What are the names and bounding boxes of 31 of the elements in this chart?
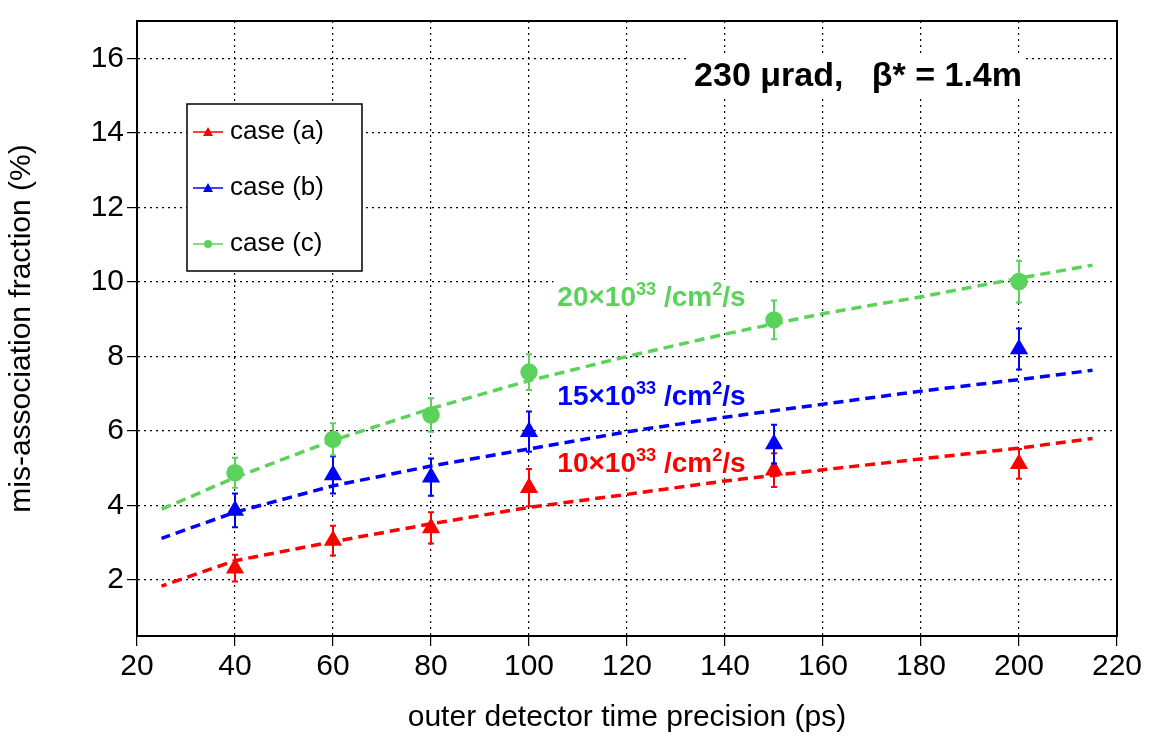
line-series [159, 436, 1095, 588]
x-tick-label: 140 [699, 648, 751, 682]
point [325, 531, 341, 546]
point [227, 501, 243, 516]
y-tick-label: 4 [107, 486, 124, 520]
legend-label: case (b) [230, 171, 324, 202]
x-tick-label: 180 [895, 648, 947, 682]
x-tick-label: 20 [120, 648, 154, 682]
x-tick-label: 40 [218, 648, 252, 682]
y-tick-label: 2 [107, 561, 124, 595]
x-axis-title: outer detector time precision (ps) [407, 699, 847, 733]
line-series [159, 263, 1095, 512]
y-tick-label: 12 [90, 188, 124, 222]
y-tick-label: 14 [90, 114, 124, 148]
x-tick-label: 220 [1091, 648, 1143, 682]
legend-label: case (a) [230, 115, 324, 146]
y-tick-label: 8 [107, 337, 124, 371]
y-tick-label: 10 [90, 263, 124, 297]
x-tick-label: 100 [503, 648, 555, 682]
y-tick-label: 6 [107, 412, 124, 446]
annotation: 230 μrad, β* = 1.4m [694, 55, 1023, 93]
x-tick-label: 200 [993, 648, 1045, 682]
legend-label: case (c) [230, 227, 323, 258]
y-axis-title: mis-association fraction (%) [3, 144, 37, 513]
x-tick-label: 60 [316, 648, 350, 682]
x-tick-label: 160 [797, 648, 849, 682]
point [521, 478, 537, 493]
x-tick-label: 120 [601, 648, 653, 682]
y-tick-label: 16 [90, 39, 124, 73]
x-tick-label: 80 [414, 648, 448, 682]
line-series [159, 368, 1095, 541]
